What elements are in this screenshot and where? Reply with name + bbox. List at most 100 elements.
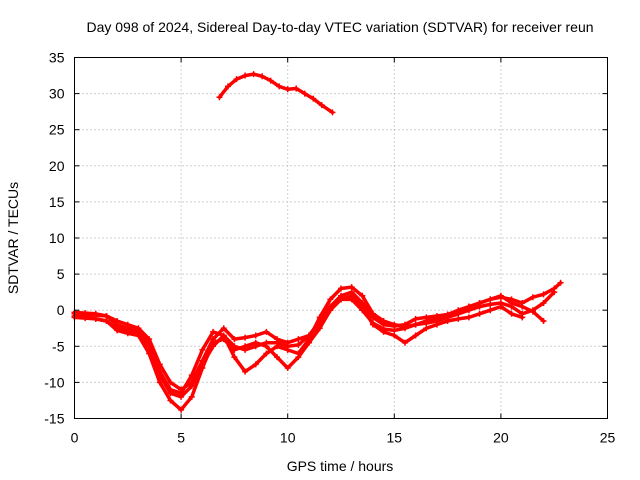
data-point-marker: [348, 284, 355, 291]
data-point-marker: [178, 406, 185, 413]
x-tick-label: 5: [177, 430, 185, 446]
data-point-marker: [135, 327, 142, 334]
data-point-marker: [465, 303, 472, 310]
data-point-marker: [231, 346, 238, 353]
data-point-marker: [401, 323, 408, 330]
data-point-marker: [267, 77, 274, 84]
data-point-marker: [188, 383, 195, 390]
data-point-marker: [263, 350, 270, 357]
x-tick-label: 15: [387, 430, 403, 446]
data-point-marker: [380, 328, 387, 335]
data-point-marker: [231, 354, 238, 361]
data-point-marker: [316, 314, 323, 321]
data-point-marker: [369, 310, 376, 317]
x-tick-label: 25: [600, 430, 616, 446]
data-point-marker: [455, 310, 462, 317]
y-tick-label: 5: [57, 266, 65, 282]
data-point-marker: [284, 346, 291, 353]
data-point-marker: [135, 332, 142, 339]
data-point-marker: [293, 85, 300, 92]
y-tick-label: 15: [49, 194, 65, 210]
y-tick-label: 35: [49, 50, 65, 66]
data-point-marker: [519, 303, 526, 310]
data-point-marker: [359, 292, 366, 299]
data-point-marker: [284, 364, 291, 371]
data-point-marker: [401, 339, 408, 346]
data-point-marker: [225, 83, 232, 90]
data-point-marker: [497, 292, 504, 299]
data-point-marker: [327, 307, 334, 314]
data-point-marker: [391, 321, 398, 328]
data-point-marker: [210, 339, 217, 346]
x-tick-label: 20: [493, 430, 509, 446]
data-point-marker: [476, 310, 483, 317]
y-tick-label: 10: [49, 230, 65, 246]
data-point-marker: [259, 73, 266, 80]
data-point-marker: [252, 339, 259, 346]
data-point-marker: [276, 83, 283, 90]
data-point-marker: [327, 296, 334, 303]
data-point-marker: [338, 296, 344, 303]
data-point-marker: [250, 71, 257, 78]
x-tick-label: 0: [71, 430, 79, 446]
data-point-marker: [338, 285, 344, 292]
data-point-marker: [318, 102, 325, 109]
y-tick-label: 30: [49, 86, 65, 102]
data-point-marker: [487, 307, 494, 314]
data-point-marker: [284, 86, 291, 93]
data-point-marker: [178, 390, 185, 397]
data-point-marker: [348, 292, 355, 299]
data-point-marker: [316, 325, 323, 332]
data-point-marker: [124, 325, 131, 332]
data-point-marker: [242, 334, 249, 341]
data-point-marker: [274, 343, 281, 350]
data-point-marker: [146, 350, 153, 357]
data-point-marker: [242, 368, 249, 375]
data-point-marker: [295, 341, 302, 348]
axis-ticks: 0 5 10 15 20 25 -15 -10 -5 0 5 10 15 20 25 30 35: [44, 50, 615, 446]
data-point-marker: [124, 330, 131, 337]
data-point-marker: [156, 368, 163, 375]
data-point-marker: [487, 301, 494, 308]
data-point-marker: [306, 339, 313, 346]
data-point-marker: [220, 325, 227, 332]
data-point-marker: [252, 332, 259, 339]
data-point-marker: [433, 321, 440, 328]
y-tick-label: 20: [49, 158, 65, 174]
x-tick-label: 10: [280, 430, 296, 446]
data-point-marker: [540, 318, 547, 325]
data-point-marker: [199, 346, 206, 353]
data-point-marker: [455, 315, 462, 322]
data-point-marker: [519, 314, 526, 321]
data-point-marker: [508, 310, 515, 317]
data-point-marker: [412, 321, 419, 328]
y-tick-label: -15: [44, 411, 64, 427]
data-point-marker: [263, 343, 270, 350]
data-point-marker: [114, 321, 121, 328]
data-point-marker: [199, 364, 206, 371]
data-point-marker: [82, 314, 89, 321]
data-point-marker: [295, 336, 302, 343]
y-axis-label: SDTVAR / TECUs: [5, 182, 21, 294]
data-point-marker: [263, 328, 270, 335]
data-point-marker: [156, 379, 163, 386]
data-point-marker: [476, 299, 483, 306]
data-point-marker: [497, 303, 504, 310]
data-point-marker: [274, 354, 281, 361]
data-point-marker: [242, 343, 249, 350]
data-point-marker: [444, 318, 451, 325]
data-point-marker: [92, 310, 99, 317]
data-point-marker: [231, 336, 238, 343]
data-point-marker: [103, 312, 110, 319]
chart-title: Day 098 of 2024, Sidereal Day-to-day VTE…: [86, 19, 593, 35]
data-point-marker: [380, 318, 387, 325]
data-point-marker: [167, 397, 174, 404]
data-point-marker: [487, 296, 494, 303]
data-point-marker: [188, 372, 195, 379]
data-point-marker: [252, 361, 259, 368]
data-point-marker: [146, 339, 153, 346]
data-point-marker: [423, 320, 430, 327]
data-point-marker: [423, 325, 430, 332]
data-point-marker: [167, 379, 174, 386]
data-point-marker: [412, 315, 419, 322]
